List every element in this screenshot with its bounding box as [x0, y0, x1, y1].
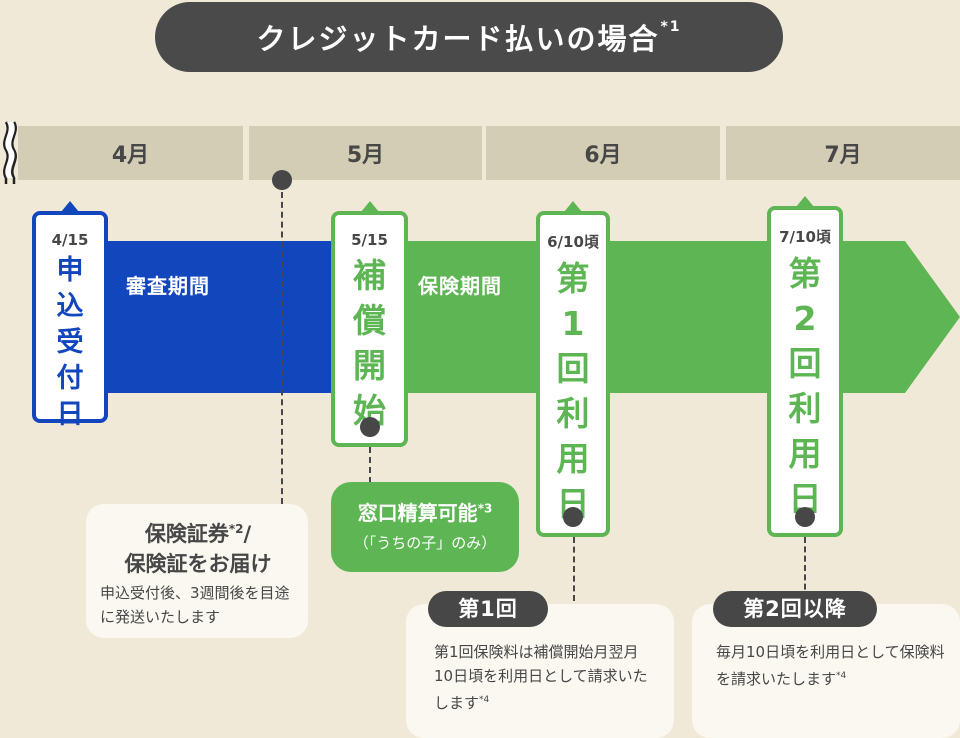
- certificate-body: 申込受付後、3週間後を目途に発送いたします: [100, 584, 290, 626]
- counter-settlement-sub: （「うちの子」のみ）: [353, 534, 497, 552]
- event-card-second-use: 7/10頃 第2回利用日: [767, 196, 843, 537]
- footnote-marker: *2: [228, 522, 244, 536]
- first-payment-text: 第1回保険料は補償開始月翌月10日頃を利用日として請求いたします: [434, 643, 648, 712]
- event-card-coverage-start: 5/15 補償開始: [331, 201, 408, 447]
- second-use-connector-line: [804, 537, 806, 599]
- month-june: 6月: [486, 126, 720, 180]
- footnote-marker: *4: [479, 695, 490, 705]
- pointer-triangle-icon: [61, 201, 79, 212]
- pointer-triangle-icon: [564, 201, 582, 212]
- coverage-period-label: 保険期間: [418, 274, 502, 298]
- certificate-heading-line2: 保険証をお届け: [124, 552, 272, 576]
- month-july: 7月: [726, 126, 960, 180]
- pointer-triangle-icon: [360, 201, 379, 212]
- certificate-heading: 保険証券*2/ 保険証をお届け: [100, 514, 296, 579]
- title-pill: クレジットカード払いの場合 *1: [155, 2, 783, 72]
- separator: /: [243, 522, 252, 546]
- event-label: 申込受付日: [56, 255, 84, 430]
- review-period-band: [100, 241, 340, 393]
- month-label: 4月: [111, 143, 150, 168]
- event-label: 第2回利用日: [788, 254, 822, 518]
- title-text: クレジットカード払いの場合: [256, 22, 660, 56]
- coverage-start-connector-line: [369, 447, 371, 483]
- event-label: 補償開始: [353, 256, 386, 430]
- timeline-break-icon: [3, 121, 17, 184]
- pointer-triangle-icon: [796, 196, 814, 207]
- event-date: 5/15: [351, 231, 388, 249]
- event-date: 6/10頃: [547, 233, 599, 251]
- counter-settlement-box: 窓口精算可能*3 （「うちの子」のみ）: [331, 482, 519, 572]
- later-payments-body: 毎月10日頃を利用日として保険料を請求いたします*4: [716, 640, 946, 691]
- first-use-connector-line: [573, 537, 575, 601]
- event-card-application: 4/15 申込受付日: [32, 201, 108, 430]
- month-april: 4月: [18, 126, 243, 180]
- event-label: 第1回利用日: [556, 259, 590, 523]
- first-payment-box: 第1回保険料は補償開始月翌月10日頃を利用日として請求いたします*4: [406, 604, 674, 738]
- certificate-heading-line1: 保険証券: [144, 522, 229, 546]
- title-note: *1: [660, 19, 682, 35]
- month-label: 6月: [584, 143, 622, 168]
- month-label: 5月: [346, 143, 385, 168]
- event-dot: [563, 507, 583, 527]
- event-date: 7/10頃: [779, 228, 831, 246]
- event-dot: [359, 417, 380, 437]
- counter-settlement-heading: 窓口精算可能*3: [331, 497, 519, 526]
- first-payment-body: 第1回保険料は補償開始月翌月10日頃を利用日として請求いたします*4: [434, 640, 656, 715]
- certificate-connector-line: [281, 192, 283, 504]
- event-card-first-use: 6/10頃 第1回利用日: [536, 201, 610, 537]
- coverage-period-arrow: [340, 241, 960, 393]
- footnote-marker: *4: [836, 671, 847, 681]
- event-dot: [795, 507, 815, 527]
- later-payments-text: 毎月10日頃を利用日として保険料を請求いたします: [716, 643, 945, 688]
- certificate-delivery-box: 保険証券*2/ 保険証をお届け 申込受付後、3週間後を目途に発送いたします: [86, 504, 308, 638]
- footnote-marker: *3: [477, 501, 493, 516]
- month-label: 7月: [824, 143, 862, 168]
- event-date: 4/15: [51, 231, 89, 249]
- later-payments-tag: 第2回以降: [713, 591, 877, 627]
- certificate-marker-dot: [272, 170, 292, 190]
- counter-settlement-text: 窓口精算可能: [357, 501, 478, 525]
- review-period-label: 審査期間: [126, 274, 210, 298]
- first-payment-tag: 第1回: [428, 591, 548, 627]
